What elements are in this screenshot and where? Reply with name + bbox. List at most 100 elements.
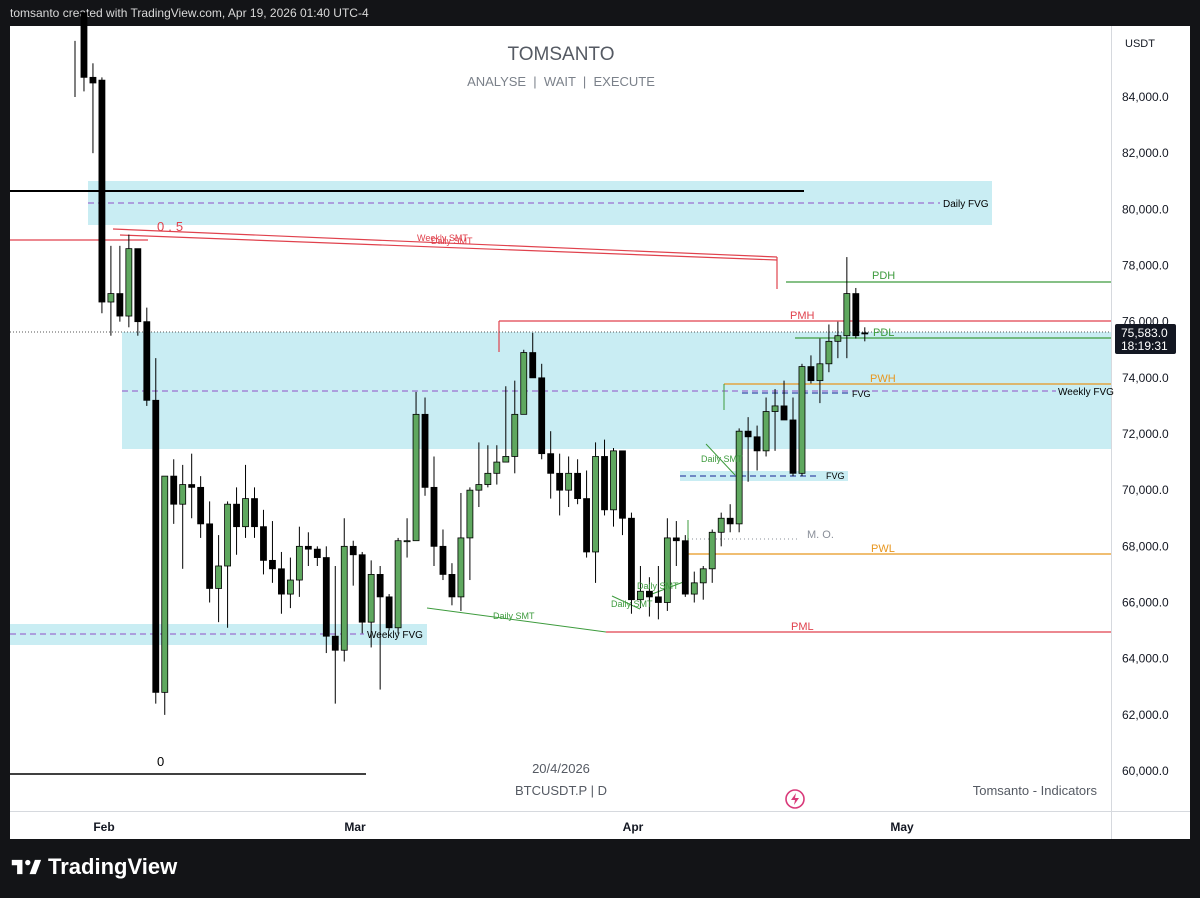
candle-body-down: [861, 332, 869, 335]
chart-title: TOMSANTO: [508, 44, 615, 65]
candle: [448, 563, 456, 606]
price-tick-label: 78,000.0: [1122, 259, 1169, 273]
candle: [152, 358, 160, 704]
candle: [798, 363, 806, 477]
candle: [466, 487, 474, 581]
candle-body-up: [475, 484, 483, 491]
candle-body-up: [565, 472, 573, 491]
candle: [654, 565, 662, 620]
smt-green-line-4: [705, 443, 736, 476]
candle: [753, 425, 761, 471]
candle-body-down: [789, 419, 797, 474]
candle-body-up: [161, 475, 169, 693]
candle-body-down: [780, 405, 788, 421]
candle: [197, 476, 205, 538]
candle: [583, 470, 590, 558]
candle: [134, 248, 142, 336]
candle: [744, 417, 752, 482]
candle: [619, 450, 626, 536]
price-tick-label: 84,000.0: [1122, 90, 1169, 104]
last-price-value: 75,583.0: [1121, 326, 1168, 340]
candle-body-down: [116, 293, 124, 317]
candle-body-down: [233, 503, 240, 528]
time-tick-label: May: [890, 820, 914, 834]
zones-layer: [10, 181, 1111, 645]
symbol-caption: BTCUSDT.P | D: [515, 783, 607, 798]
lightning-icon[interactable]: [785, 789, 805, 809]
weekly-smt-label: Weekly SMT: [417, 233, 468, 243]
daily-smt-label-2: Daily SMT: [637, 581, 679, 591]
candle-body-down: [260, 526, 267, 561]
candle-body-up: [610, 450, 617, 511]
candle: [529, 332, 537, 379]
candle: [457, 492, 465, 611]
candle: [780, 380, 788, 421]
pwh-label: PWH: [870, 373, 896, 385]
smt-red-line-2: [119, 234, 778, 261]
candle-body-up: [520, 352, 528, 415]
candle: [574, 459, 581, 505]
tradingview-logo[interactable]: TradingView: [10, 854, 177, 880]
candle: [646, 577, 653, 617]
candle: [340, 518, 348, 662]
smt-green-line-1: [426, 607, 607, 633]
candle-body-down: [646, 590, 653, 598]
candle-body-up: [592, 456, 599, 553]
candle-body-down: [547, 453, 555, 474]
candle: [403, 518, 411, 558]
brand-name: TradingView: [48, 854, 178, 879]
price-axis-ticks: 84,000.082,000.080,000.078,000.076,000.0…: [1122, 90, 1169, 778]
candle-body-down: [852, 293, 860, 337]
candle-body-down: [744, 430, 752, 438]
candle: [161, 475, 169, 715]
half-level-label: 0.5: [157, 219, 187, 234]
candle-body-down: [349, 545, 357, 556]
candle-body-down: [448, 574, 456, 598]
candle-body-up: [295, 545, 303, 581]
bar-countdown: 18:19:31: [1121, 339, 1168, 353]
candle-body-up: [511, 413, 519, 457]
candle: [816, 338, 824, 404]
price-tick-label: 80,000.0: [1122, 202, 1169, 216]
candle-body-up: [717, 517, 725, 533]
candle: [125, 234, 133, 328]
candle-body-down: [807, 366, 815, 382]
candle-body-down: [251, 498, 258, 528]
candle: [98, 77, 106, 314]
price-tick-label: 66,000.0: [1122, 596, 1169, 610]
candle-body-down: [331, 635, 339, 651]
candle: [295, 526, 303, 597]
candle-body-down: [322, 557, 330, 637]
candle-body-up: [367, 574, 375, 623]
candle: [843, 257, 851, 359]
fvg-label-upper: FVG: [852, 389, 871, 399]
candle: [385, 594, 393, 631]
candle-body-up: [412, 413, 420, 542]
candle: [789, 397, 797, 477]
candle-body-down: [672, 537, 680, 542]
candle-body-down: [601, 456, 608, 511]
candle: [260, 509, 267, 575]
candle-body-down: [80, 12, 88, 78]
candle: [89, 63, 97, 154]
candle-body-up: [762, 411, 770, 452]
candle: [376, 565, 384, 690]
candle-body-down: [89, 76, 97, 84]
candle: [206, 501, 214, 603]
candle-body-down: [574, 472, 581, 499]
price-tick-label: 74,000.0: [1122, 371, 1169, 385]
price-tick-label: 64,000.0: [1122, 652, 1169, 666]
candle: [80, 12, 88, 92]
candle-body-up: [708, 531, 716, 570]
candle: [771, 389, 779, 451]
candle-body-up: [403, 540, 411, 543]
candle-body-up: [286, 579, 294, 595]
daily-fvg-label: Daily FVG: [943, 199, 989, 210]
candle-body-up: [690, 582, 698, 595]
smt-green-line-2: [611, 595, 641, 610]
candle: [699, 565, 707, 600]
candle: [762, 397, 770, 457]
candle-body-down: [726, 517, 734, 525]
candle-body-up: [125, 248, 133, 317]
